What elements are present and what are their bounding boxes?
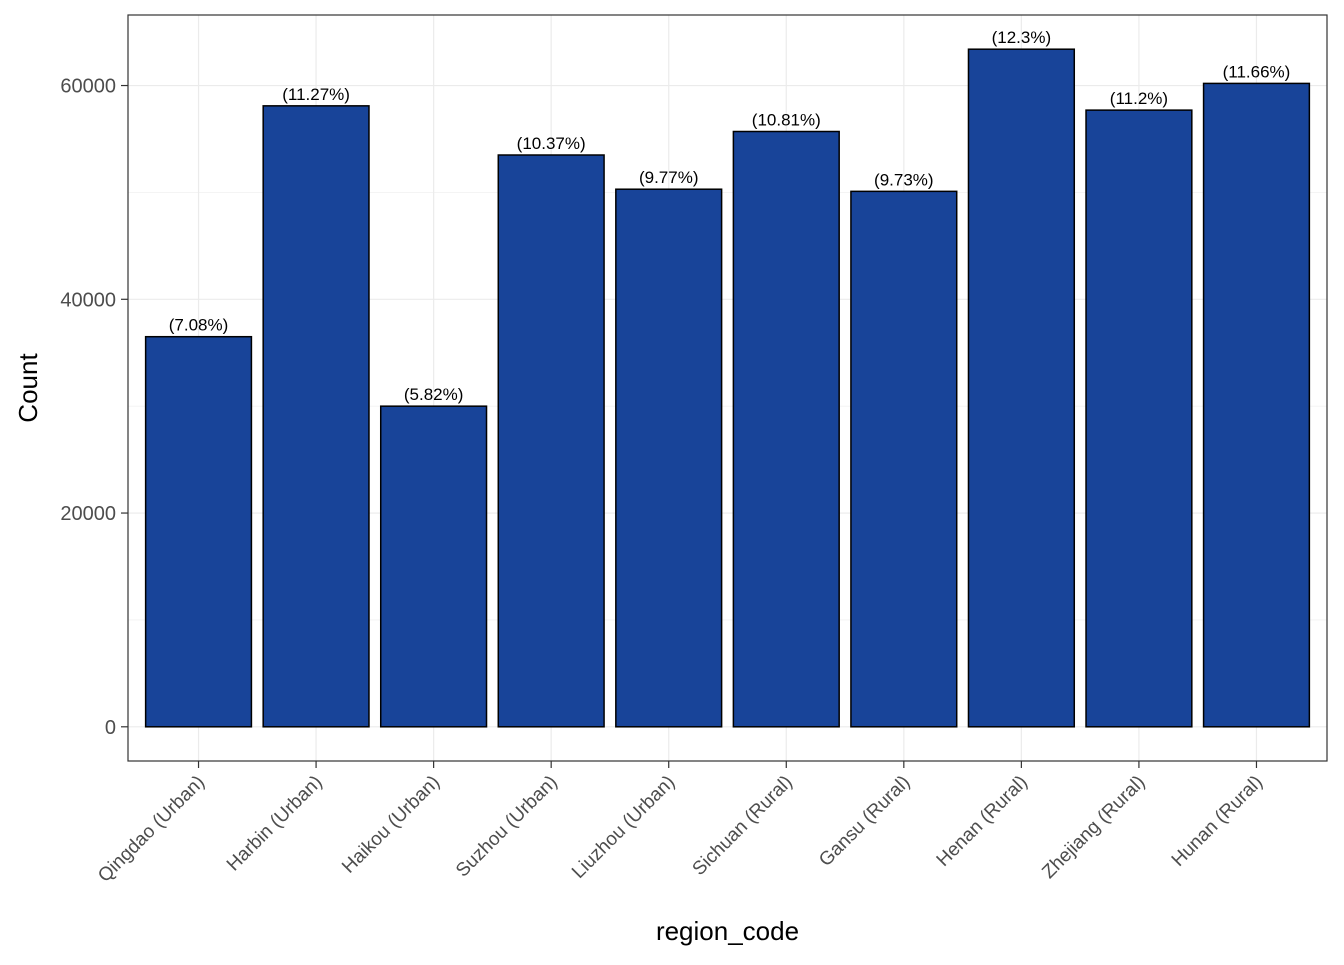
bar bbox=[732, 130, 840, 728]
bar-value-label: (11.66%) bbox=[1223, 62, 1291, 81]
bar-value-label: (5.82%) bbox=[404, 385, 464, 404]
x-tick-label: Liuzhou (Urban) bbox=[568, 772, 679, 883]
bar-value-label: (9.73%) bbox=[874, 170, 934, 189]
y-tick-label: 0 bbox=[105, 717, 116, 739]
bar-value-labels: (7.08%) (11.27%) (5.82%) (10.37%) (9.77%) (10… bbox=[169, 28, 1291, 404]
y-axis-title: Count bbox=[13, 353, 43, 423]
bars bbox=[144, 48, 1311, 728]
bar-value-label: (7.08%) bbox=[169, 316, 229, 335]
x-tick-label: Haikou (Urban) bbox=[338, 772, 444, 878]
y-axis: 0 20000 40000 60000 bbox=[60, 76, 128, 739]
bar bbox=[1202, 82, 1311, 728]
x-tick-label: Hunan (Rural) bbox=[1168, 772, 1267, 871]
y-tick-label: 60000 bbox=[60, 76, 116, 98]
bar-value-label: (11.2%) bbox=[1110, 89, 1168, 108]
x-tick-label: Gansu (Rural) bbox=[815, 772, 914, 871]
bar bbox=[497, 154, 605, 728]
x-tick-label: Henan (Rural) bbox=[933, 772, 1032, 871]
y-tick-label: 40000 bbox=[60, 289, 116, 311]
bar bbox=[379, 405, 488, 728]
bar-value-label: (10.81%) bbox=[752, 110, 821, 129]
plot-panel-border bbox=[127, 14, 1328, 762]
bar-value-label: (11.27%) bbox=[282, 85, 350, 104]
bar-value-label: (10.37%) bbox=[517, 134, 586, 153]
y-tick-label: 20000 bbox=[60, 503, 116, 525]
x-axis: Qingdao (Urban) Harbin (Urban) Haikou (Urb… bbox=[94, 761, 1267, 887]
x-tick-label: Sichuan (Rural) bbox=[689, 772, 797, 880]
bar-value-label: (9.77%) bbox=[639, 168, 699, 187]
x-tick-label: Zhejiang (Rural) bbox=[1038, 772, 1149, 883]
bar bbox=[615, 188, 723, 728]
bar bbox=[1085, 109, 1193, 728]
x-tick-label: Suzhou (Urban) bbox=[452, 772, 562, 882]
bar bbox=[262, 105, 370, 728]
bar bbox=[144, 335, 253, 728]
x-tick-label: Harbin (Urban) bbox=[223, 772, 327, 876]
x-tick-label: Qingdao (Urban) bbox=[94, 772, 209, 887]
bar bbox=[967, 48, 1076, 728]
bar-value-label: (12.3%) bbox=[992, 28, 1052, 47]
x-axis-title: region_code bbox=[656, 916, 799, 946]
bar bbox=[850, 190, 958, 728]
